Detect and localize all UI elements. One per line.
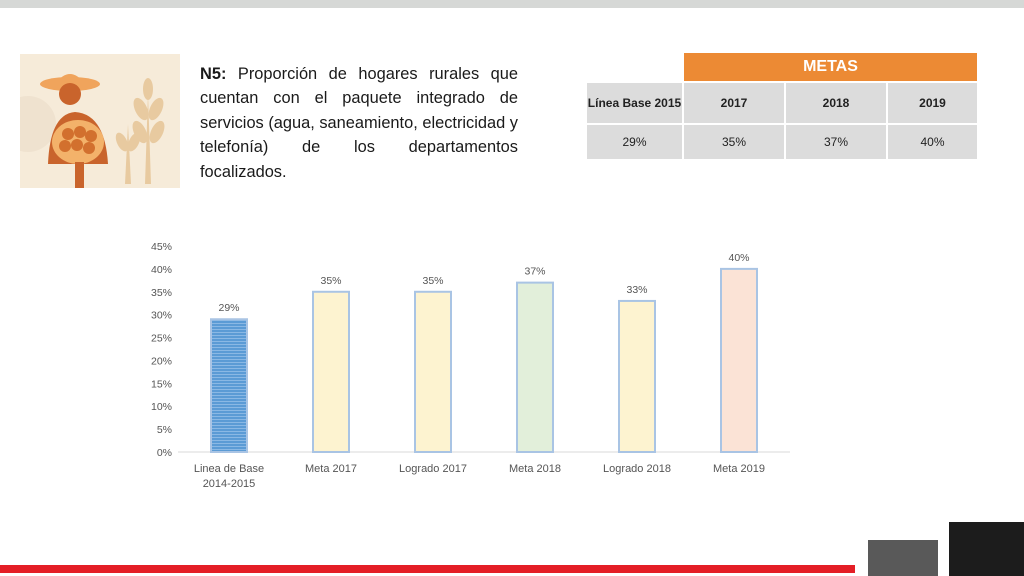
x-tick-label: Logrado 2018: [603, 463, 671, 475]
bar: [414, 290, 452, 454]
data-label: 33%: [626, 284, 647, 296]
data-label: 37%: [524, 266, 545, 278]
y-tick-label: 40%: [151, 264, 172, 276]
bar: [312, 290, 350, 454]
indicator-heading: N5: Proporción de hogares rurales que cu…: [200, 62, 518, 184]
y-tick-label: 30%: [151, 310, 172, 322]
metas-table: METAS Línea Base 2015 2017 2018 2019 29%…: [585, 51, 979, 161]
x-tick-label: Logrado 2017: [399, 463, 467, 475]
x-tick-label: Meta 2017: [305, 463, 357, 475]
metas-col-2018: 2018: [786, 83, 886, 123]
y-tick-label: 35%: [151, 287, 172, 299]
metas-val-2017: 35%: [684, 125, 784, 159]
y-tick-label: 0%: [157, 447, 172, 459]
data-label: 29%: [218, 302, 239, 314]
x-tick-label: Linea de Base: [194, 463, 264, 475]
top-bar: [0, 0, 1024, 8]
bar: [720, 267, 758, 454]
metas-val-2019: 40%: [888, 125, 977, 159]
data-label: 40%: [728, 252, 749, 264]
x-tick-label: 2014-2015: [203, 478, 256, 490]
indicator-code: N5:: [200, 65, 227, 83]
metas-table-blank: [587, 53, 682, 81]
bar-chart: 0% 5% 10% 15% 20% 25% 30% 35% 40% 45% 29% Linea de …: [151, 241, 790, 490]
bar: [618, 299, 656, 453]
footer-dark-block: [949, 522, 1024, 576]
bar: [516, 281, 554, 453]
metas-col-2017: 2017: [684, 83, 784, 123]
farmer-illustration: [20, 54, 180, 188]
y-tick-label: 15%: [151, 378, 172, 390]
y-tick-label: 5%: [157, 424, 172, 436]
x-tick-label: Meta 2019: [713, 463, 765, 475]
metas-val-baseline: 29%: [587, 125, 682, 159]
metas-val-2018: 37%: [786, 125, 886, 159]
bottom-red-bar: [0, 565, 855, 573]
metas-col-2019: 2019: [888, 83, 977, 123]
metas-col-baseline: Línea Base 2015: [587, 83, 682, 123]
y-tick-label: 45%: [151, 241, 172, 253]
y-tick-label: 20%: [151, 355, 172, 367]
indicator-text: Proporción de hogares rurales que cuenta…: [200, 65, 518, 181]
data-label: 35%: [422, 275, 443, 287]
bar: [210, 318, 248, 453]
data-label: 35%: [320, 275, 341, 287]
x-tick-label: Meta 2018: [509, 463, 561, 475]
y-tick-label: 25%: [151, 333, 172, 345]
footer-gray-block: [868, 540, 938, 576]
metas-table-title: METAS: [684, 53, 977, 81]
y-tick-label: 10%: [151, 401, 172, 413]
